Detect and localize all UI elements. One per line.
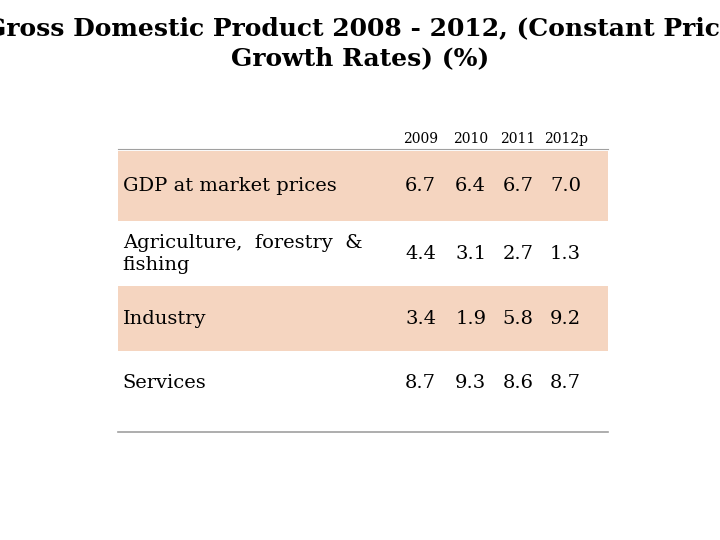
Text: 1.3: 1.3: [550, 245, 581, 263]
Text: Industry: Industry: [123, 309, 207, 328]
Text: 2012p: 2012p: [544, 132, 588, 146]
Text: 9.3: 9.3: [455, 374, 486, 393]
Text: Agriculture,  forestry  &
fishing: Agriculture, forestry & fishing: [123, 234, 362, 274]
Text: 3.1: 3.1: [455, 245, 486, 263]
Text: 8.6: 8.6: [503, 374, 534, 393]
Text: 8.7: 8.7: [405, 374, 436, 393]
Text: Services: Services: [123, 374, 207, 393]
FancyBboxPatch shape: [117, 151, 608, 221]
Text: 2009: 2009: [403, 132, 438, 146]
Text: 6.4: 6.4: [455, 177, 486, 195]
Text: 4.4: 4.4: [405, 245, 436, 263]
Text: Gross Domestic Product 2008 - 2012, (Constant Price
Growth Rates) (%): Gross Domestic Product 2008 - 2012, (Con…: [0, 16, 720, 70]
Text: 2.7: 2.7: [503, 245, 534, 263]
Text: 3.4: 3.4: [405, 309, 436, 328]
Text: 6.7: 6.7: [405, 177, 436, 195]
Text: 9.2: 9.2: [550, 309, 581, 328]
Text: 2011: 2011: [500, 132, 536, 146]
Text: GDP at market prices: GDP at market prices: [123, 177, 336, 195]
Text: 2010: 2010: [453, 132, 488, 146]
Text: 8.7: 8.7: [550, 374, 581, 393]
Text: 1.9: 1.9: [455, 309, 486, 328]
Text: 6.7: 6.7: [503, 177, 534, 195]
FancyBboxPatch shape: [117, 286, 608, 351]
Text: 5.8: 5.8: [503, 309, 534, 328]
Text: 7.0: 7.0: [550, 177, 581, 195]
